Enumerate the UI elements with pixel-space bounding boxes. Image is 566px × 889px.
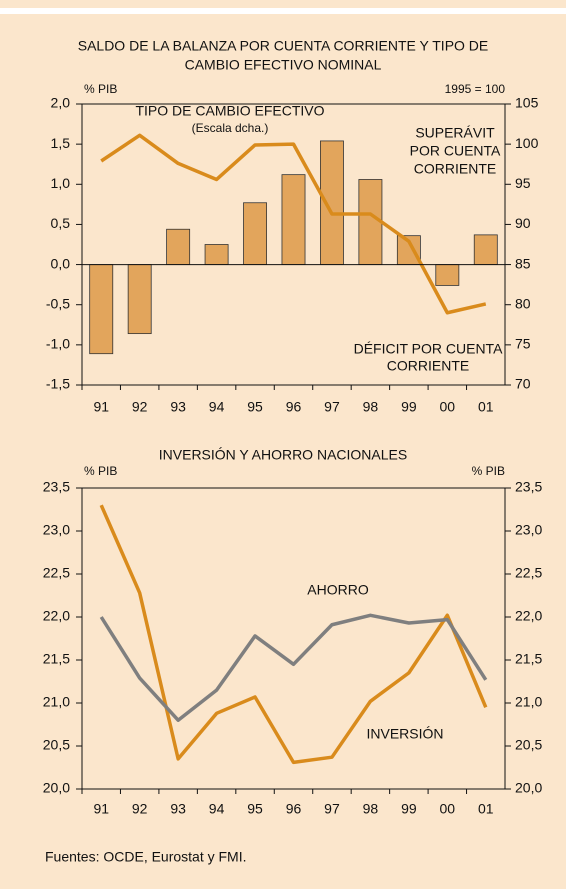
y-tick-label: -1,5	[46, 376, 70, 392]
annotation: POR CUENTA	[410, 143, 501, 159]
y2-tick-label: 80	[515, 295, 531, 311]
y2-tick-label: 95	[515, 175, 531, 191]
y-tick-label: 0,5	[51, 215, 71, 231]
y2-tick-label: 100	[515, 135, 539, 151]
y2-tick-label: 85	[515, 255, 531, 271]
bar	[281, 174, 306, 265]
bar	[243, 202, 267, 265]
x-tick-label: 96	[286, 399, 302, 415]
y-tick-label: 0,0	[51, 255, 71, 271]
x-tick-label: 96	[286, 801, 302, 817]
annotation: (Escala dcha.)	[192, 121, 269, 135]
plot-frame	[81, 103, 506, 386]
line	[99, 613, 488, 722]
x-tick-label: 91	[93, 801, 109, 817]
annotation: SUPERÁVIT	[415, 125, 495, 141]
y2-tick-label: 105	[515, 95, 539, 111]
x-tick-label: 98	[363, 801, 379, 817]
y2-tick-label: 90	[515, 215, 531, 231]
series-label: INVERSIÓN	[366, 726, 443, 742]
y-tick-label: 20,0	[43, 780, 70, 796]
x-tick-label: 93	[170, 801, 186, 817]
x-tick-label: 95	[247, 801, 263, 817]
y-tick-label: 22,5	[43, 565, 70, 581]
annotation: DÉFICIT POR CUENTA	[354, 341, 503, 357]
bar	[435, 264, 460, 286]
x-tick-label: 99	[401, 801, 417, 817]
x-tick-label: 98	[363, 399, 379, 415]
bar	[473, 234, 498, 265]
y2-tick-label: 21,0	[515, 694, 542, 710]
y2-axis-label: 1995 = 100	[445, 82, 506, 96]
x-tick-label: 93	[170, 399, 186, 415]
y-axis-label: % PIB	[84, 464, 117, 478]
y-tick-label: 1,5	[51, 135, 71, 151]
y2-tick-label: 23,5	[515, 479, 542, 495]
x-tick-label: 01	[478, 801, 494, 817]
y2-tick-label: 70	[515, 376, 531, 392]
x-tick-label: 94	[209, 399, 225, 415]
y2-tick-label: 23,0	[515, 522, 542, 538]
y2-tick-label: 20,0	[515, 780, 542, 796]
y-tick-label: -0,5	[46, 295, 70, 311]
x-tick-label: 97	[324, 801, 340, 817]
x-tick-label: 01	[478, 399, 494, 415]
source: Fuentes: OCDE, Eurostat y FMI.	[45, 849, 247, 865]
y-tick-label: 2,0	[51, 95, 71, 111]
x-tick-label: 00	[440, 801, 456, 817]
x-tick-label: 99	[401, 399, 417, 415]
x-tick-label: 97	[324, 399, 340, 415]
y-tick-label: 23,5	[43, 479, 70, 495]
chart-title: INVERSIÓN Y AHORRO NACIONALES	[159, 447, 407, 463]
y-tick-label: 21,0	[43, 694, 70, 710]
y2-tick-label: 22,5	[515, 565, 542, 581]
bar	[89, 264, 114, 355]
x-tick-label: 95	[247, 399, 263, 415]
chart-title: SALDO DE LA BALANZA POR CUENTA CORRIENTE…	[78, 38, 489, 54]
x-tick-label: 91	[93, 399, 109, 415]
line	[100, 133, 487, 315]
bar	[204, 244, 229, 265]
annotation: CORRIENTE	[414, 161, 496, 177]
plot-frame	[81, 487, 506, 790]
bar	[127, 264, 152, 335]
y-tick-label: 22,0	[43, 608, 70, 624]
chart-title: CAMBIO EFECTIVO NOMINAL	[185, 57, 382, 73]
y2-tick-label: 20,5	[515, 737, 542, 753]
x-tick-label: 92	[132, 399, 148, 415]
y-axis-label: % PIB	[84, 82, 117, 96]
x-tick-label: 92	[132, 801, 148, 817]
y-tick-label: 1,0	[51, 175, 71, 191]
y2-tick-label: 75	[515, 336, 531, 352]
top-band	[0, 0, 566, 8]
x-tick-label: 00	[440, 399, 456, 415]
bar	[358, 179, 383, 265]
bar	[166, 228, 191, 265]
series-label: AHORRO	[307, 582, 369, 598]
series-label: TIPO DE CAMBIO EFECTIVO	[135, 103, 324, 119]
y-tick-label: 23,0	[43, 522, 70, 538]
y-tick-label: -1,0	[46, 336, 70, 352]
annotation: CORRIENTE	[387, 358, 469, 374]
y-tick-label: 21,5	[43, 651, 70, 667]
y-tick-label: 20,5	[43, 737, 70, 753]
y2-axis-label: % PIB	[472, 464, 505, 478]
x-tick-label: 94	[209, 801, 225, 817]
y2-tick-label: 21,5	[515, 651, 542, 667]
y2-tick-label: 22,0	[515, 608, 542, 624]
